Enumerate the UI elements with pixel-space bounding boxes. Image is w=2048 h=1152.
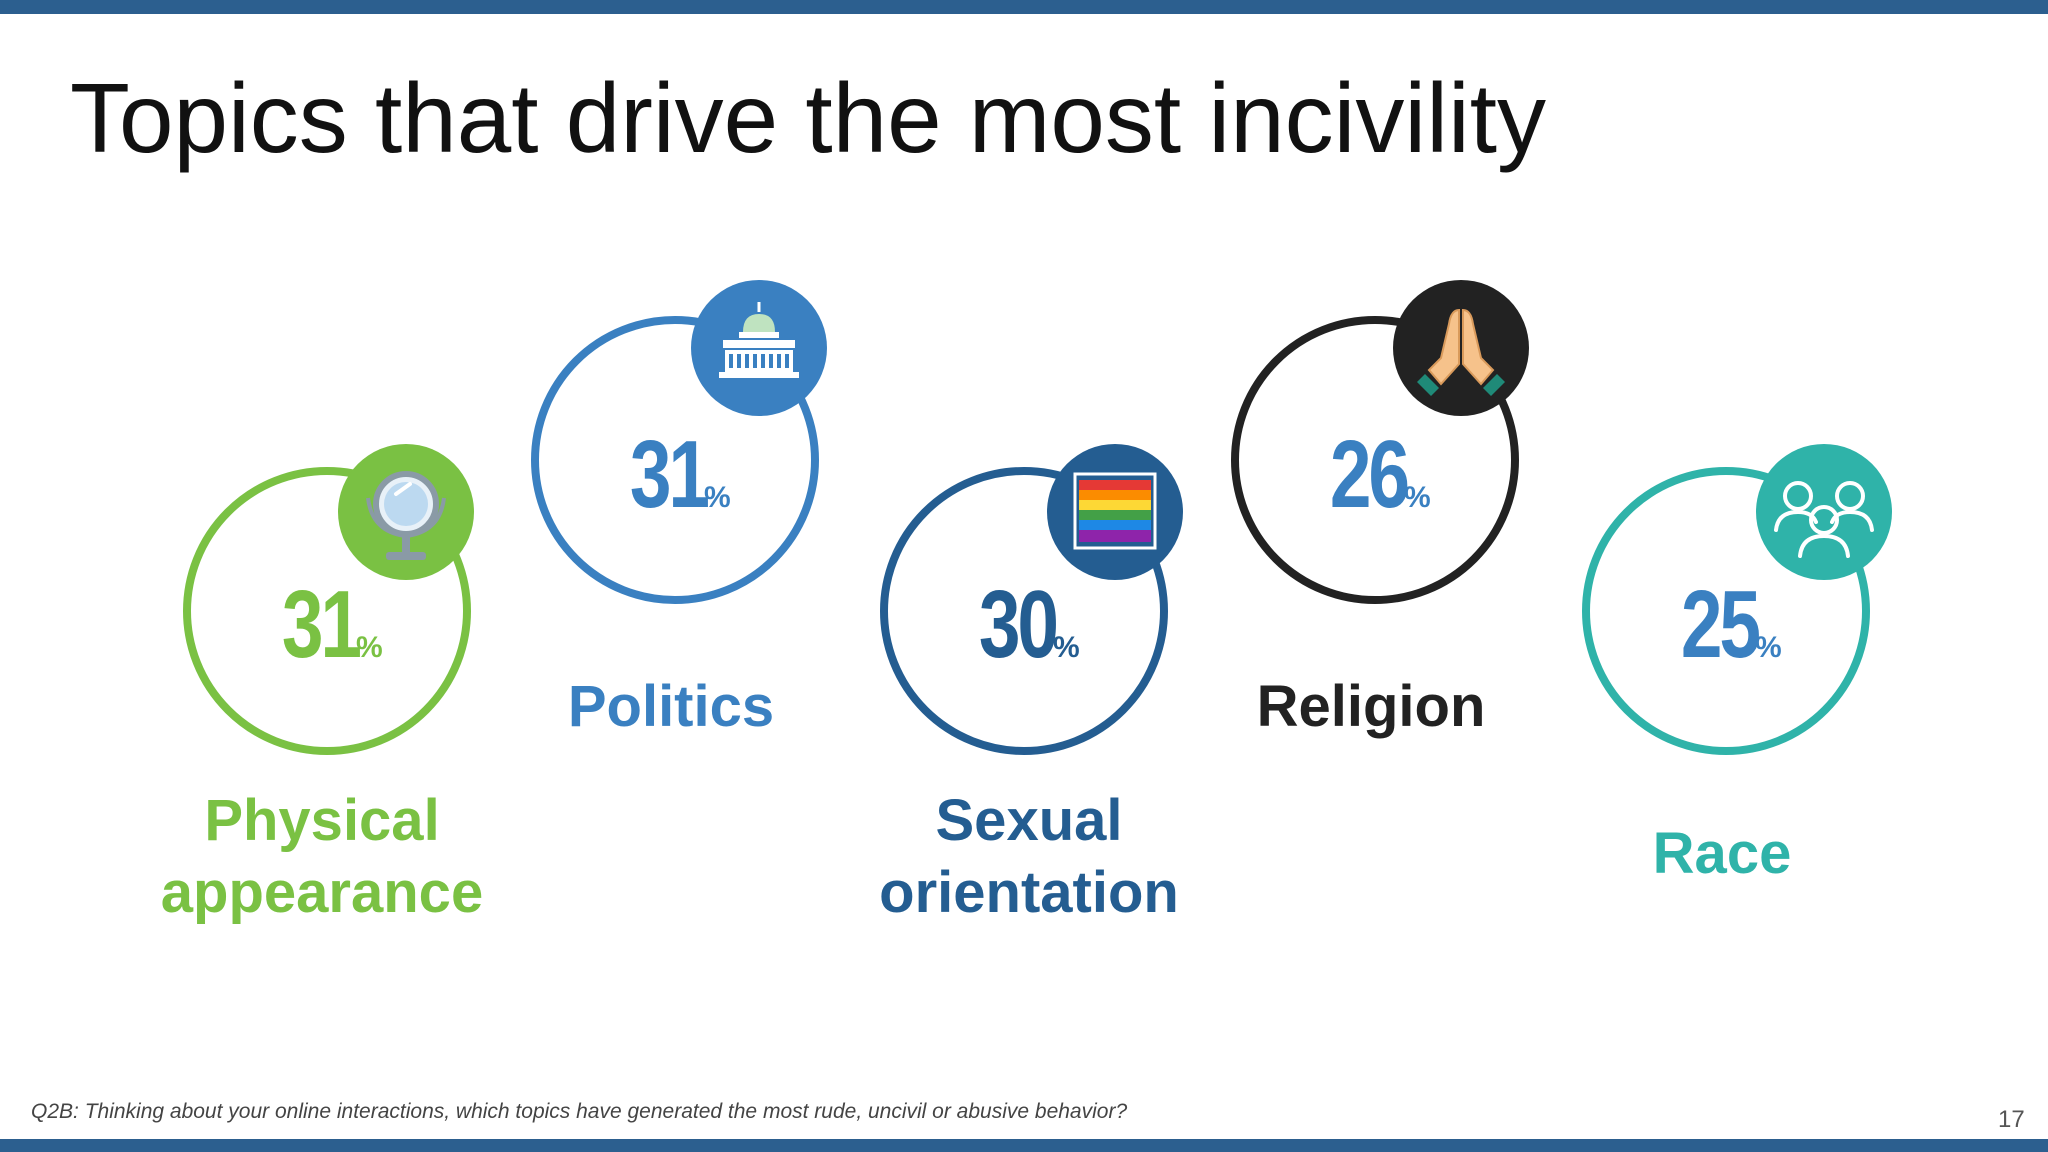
percentage-ring	[183, 467, 471, 755]
percentage-value: 26%	[1330, 421, 1431, 528]
topic-label: Politics	[567, 674, 775, 739]
percentage-value: 25%	[1681, 571, 1782, 678]
page-number: 17	[1998, 1106, 2025, 1133]
percentage-value: 31%	[282, 571, 383, 678]
capitol-building-icon	[691, 280, 827, 416]
page-title: Topics that drive the most incivility	[70, 63, 1546, 173]
people-icon	[1756, 444, 1892, 580]
topic-label: Religion	[1256, 674, 1486, 739]
topic-label: Sexual orientation	[879, 788, 1179, 925]
rainbow-flag-icon	[1047, 444, 1183, 580]
percentage-value: 30%	[979, 571, 1080, 678]
topic-label: Physical appearance	[160, 788, 484, 925]
topic-label: Race	[1652, 821, 1792, 886]
mirror-icon	[338, 444, 474, 580]
top-accent-bar	[0, 0, 2048, 14]
percentage-value: 31%	[630, 421, 731, 528]
percentage-ring	[531, 316, 819, 604]
survey-question-footnote: Q2B: Thinking about your online interact…	[31, 1100, 1128, 1123]
bottom-accent-bar	[0, 1139, 2048, 1152]
percentage-ring	[1582, 467, 1870, 755]
praying-hands-icon	[1393, 280, 1529, 416]
percentage-ring	[1231, 316, 1519, 604]
percentage-ring	[880, 467, 1168, 755]
